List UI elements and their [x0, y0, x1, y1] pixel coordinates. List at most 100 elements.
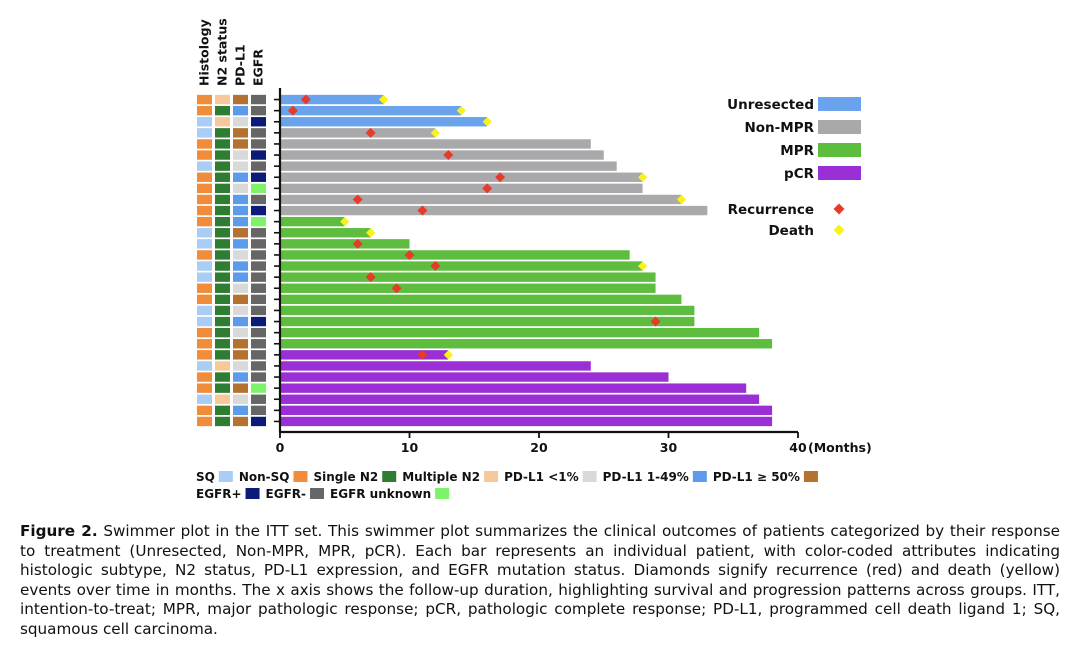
recurrence-marker — [300, 94, 311, 105]
bottom-legend-label: Multiple N2 — [402, 470, 480, 484]
attribute-cell-histology — [197, 350, 212, 360]
legend-label-non-mpr: Non-MPR — [744, 120, 814, 136]
attribute-cell-histology — [197, 105, 212, 116]
attribute-cell-histology — [197, 394, 212, 404]
attribute-cell-n2 — [215, 239, 230, 249]
attribute-cell-pdl1 — [233, 205, 248, 216]
attribute-cell-pdl1 — [233, 383, 248, 393]
legend-marker-recurrence — [833, 203, 845, 215]
attribute-cell-histology — [197, 261, 212, 271]
attribute-cell-histology — [197, 327, 212, 338]
patient-bar — [280, 383, 747, 393]
death-marker — [340, 217, 350, 227]
attribute-cell-histology — [197, 272, 212, 282]
patient-bar — [280, 128, 436, 138]
x-tick-label: 30 — [660, 440, 678, 455]
patient-bar — [280, 361, 591, 371]
attribute-cell-n2 — [215, 394, 230, 404]
attribute-cell-histology — [197, 372, 212, 382]
patient-bar — [280, 194, 682, 205]
patient-bar — [280, 405, 773, 416]
bottom-legend-swatch — [310, 488, 325, 499]
attribute-cell-egfr — [251, 327, 266, 338]
x-tick-label: 10 — [401, 440, 419, 455]
patient-bar — [280, 117, 488, 127]
x-axis-label: (Months) — [808, 440, 872, 455]
attribute-cell-pdl1 — [233, 416, 248, 427]
attribute-cell-egfr — [251, 228, 266, 238]
attribute-cell-egfr — [251, 272, 266, 282]
patient-bar — [280, 394, 760, 404]
attribute-cell-egfr — [251, 394, 266, 404]
attribute-cell-pdl1 — [233, 405, 248, 416]
attribute-cell-pdl1 — [233, 361, 248, 371]
patient-bar — [280, 261, 643, 271]
attribute-cell-histology — [197, 361, 212, 371]
attribute-cell-histology — [197, 405, 212, 416]
patient-bar — [280, 283, 656, 293]
track-label-n2: N2 status — [215, 18, 230, 86]
legend-marker-death — [833, 224, 845, 236]
figure-caption: Figure 2. Swimmer plot in the ITT set. T… — [20, 522, 1060, 640]
attribute-cell-pdl1 — [233, 128, 248, 138]
attribute-cell-pdl1 — [233, 239, 248, 249]
attribute-cell-histology — [197, 305, 212, 316]
death-marker — [443, 350, 453, 360]
patient-bar — [280, 294, 682, 305]
legend-label-death: Death — [768, 223, 814, 239]
attribute-cell-pdl1 — [233, 161, 248, 171]
attribute-cell-egfr — [251, 316, 266, 327]
attribute-cell-pdl1 — [233, 316, 248, 327]
attribute-cell-histology — [197, 216, 212, 227]
attribute-cell-n2 — [215, 316, 230, 327]
patient-bar — [280, 216, 345, 227]
attribute-cell-histology — [197, 250, 212, 260]
attribute-cell-histology — [197, 228, 212, 238]
attribute-cell-n2 — [215, 105, 230, 116]
attribute-cell-pdl1 — [233, 372, 248, 382]
attribute-cell-n2 — [215, 339, 230, 349]
attribute-cell-histology — [197, 294, 212, 305]
attribute-cell-n2 — [215, 361, 230, 371]
attribute-cell-n2 — [215, 205, 230, 216]
attribute-cell-n2 — [215, 161, 230, 171]
bottom-legend-swatch — [803, 471, 818, 482]
track-label-pdl1: PD-L1 — [233, 44, 248, 86]
attribute-cell-n2 — [215, 194, 230, 205]
attribute-cell-n2 — [215, 416, 230, 427]
recurrence-marker — [352, 194, 363, 205]
recurrence-marker — [287, 105, 298, 116]
attribute-cell-n2 — [215, 405, 230, 416]
attribute-cell-histology — [197, 139, 212, 149]
bottom-legend-swatch — [692, 471, 707, 482]
patient-bar — [280, 172, 643, 182]
attribute-cell-n2 — [215, 294, 230, 305]
attribute-cell-n2 — [215, 327, 230, 338]
attribute-cell-n2 — [215, 183, 230, 194]
attribute-cell-pdl1 — [233, 150, 248, 160]
swimmer-plot: Histology N2 status PD-L1 EGFR 0 10 20 30 40 (Mon… — [196, 18, 872, 501]
attribute-cell-n2 — [215, 283, 230, 293]
attribute-cell-n2 — [215, 117, 230, 127]
attribute-cell-egfr — [251, 105, 266, 116]
attribute-cell-egfr — [251, 372, 266, 382]
attribute-cell-pdl1 — [233, 250, 248, 260]
attribute-cell-n2 — [215, 94, 230, 105]
bottom-legend-label: Non-SQ — [239, 470, 290, 484]
recurrence-marker — [495, 172, 506, 183]
attribute-cell-n2 — [215, 150, 230, 160]
attribute-cell-pdl1 — [233, 261, 248, 271]
patient-bar — [280, 339, 773, 349]
attribute-cell-egfr — [251, 194, 266, 205]
patient-bar — [280, 350, 449, 360]
attribute-cell-pdl1 — [233, 272, 248, 282]
death-marker — [379, 94, 389, 105]
x-tick-label: 40 — [789, 440, 807, 455]
bottom-legend-label: EGFR+ — [196, 487, 242, 501]
attribute-cell-pdl1 — [233, 327, 248, 338]
attribute-cell-egfr — [251, 161, 266, 171]
patient-bar — [280, 150, 604, 160]
attribute-cell-pdl1 — [233, 305, 248, 316]
recurrence-marker — [365, 272, 376, 283]
bottom-legend-swatch — [582, 471, 597, 482]
